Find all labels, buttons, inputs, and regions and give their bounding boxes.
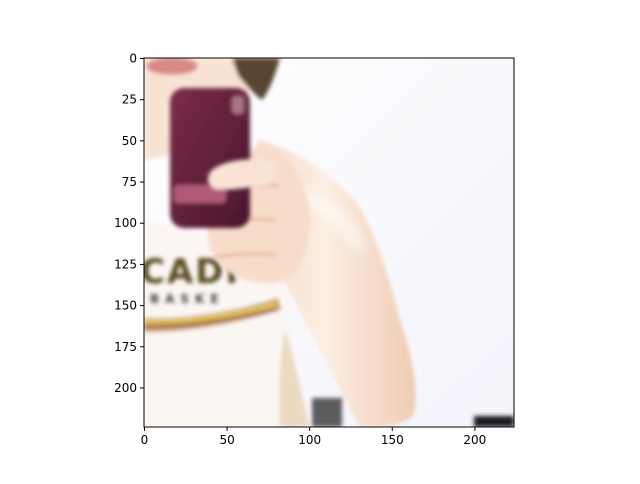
x-tick-label: 150: [381, 433, 404, 447]
dark-corner: [474, 416, 514, 427]
axes-frame: [143, 57, 515, 428]
x-tick-label: 0: [141, 433, 149, 447]
x-axis: 0 50 100 150 200: [141, 427, 486, 447]
y-tick-label: 50: [122, 134, 137, 148]
y-tick-label: 100: [114, 216, 137, 230]
dark-object: [312, 398, 342, 427]
y-tick-label: 25: [122, 93, 137, 107]
y-tick-label: 175: [114, 340, 137, 354]
photo-image: CADI BASKE: [144, 58, 514, 427]
y-axis: 0 25 50 75 100 125 150 175 200: [114, 52, 144, 395]
y-tick-label: 150: [114, 299, 137, 313]
x-tick-label: 200: [463, 433, 486, 447]
y-tick-label: 75: [122, 175, 137, 189]
thumb-region: [207, 159, 276, 190]
hair: [232, 58, 280, 100]
lower-details: [279, 330, 514, 427]
phone-camera: [232, 96, 244, 114]
lips: [146, 58, 198, 75]
y-tick-label: 125: [114, 257, 137, 271]
y-tick-label: 0: [129, 52, 137, 66]
x-tick-label: 50: [219, 433, 234, 447]
shirt-print-line-2: BASKE: [150, 292, 225, 306]
y-tick-label: 200: [114, 381, 137, 395]
phone: [170, 88, 250, 228]
x-tick-label: 100: [298, 433, 321, 447]
phone-stripe: [174, 185, 226, 203]
